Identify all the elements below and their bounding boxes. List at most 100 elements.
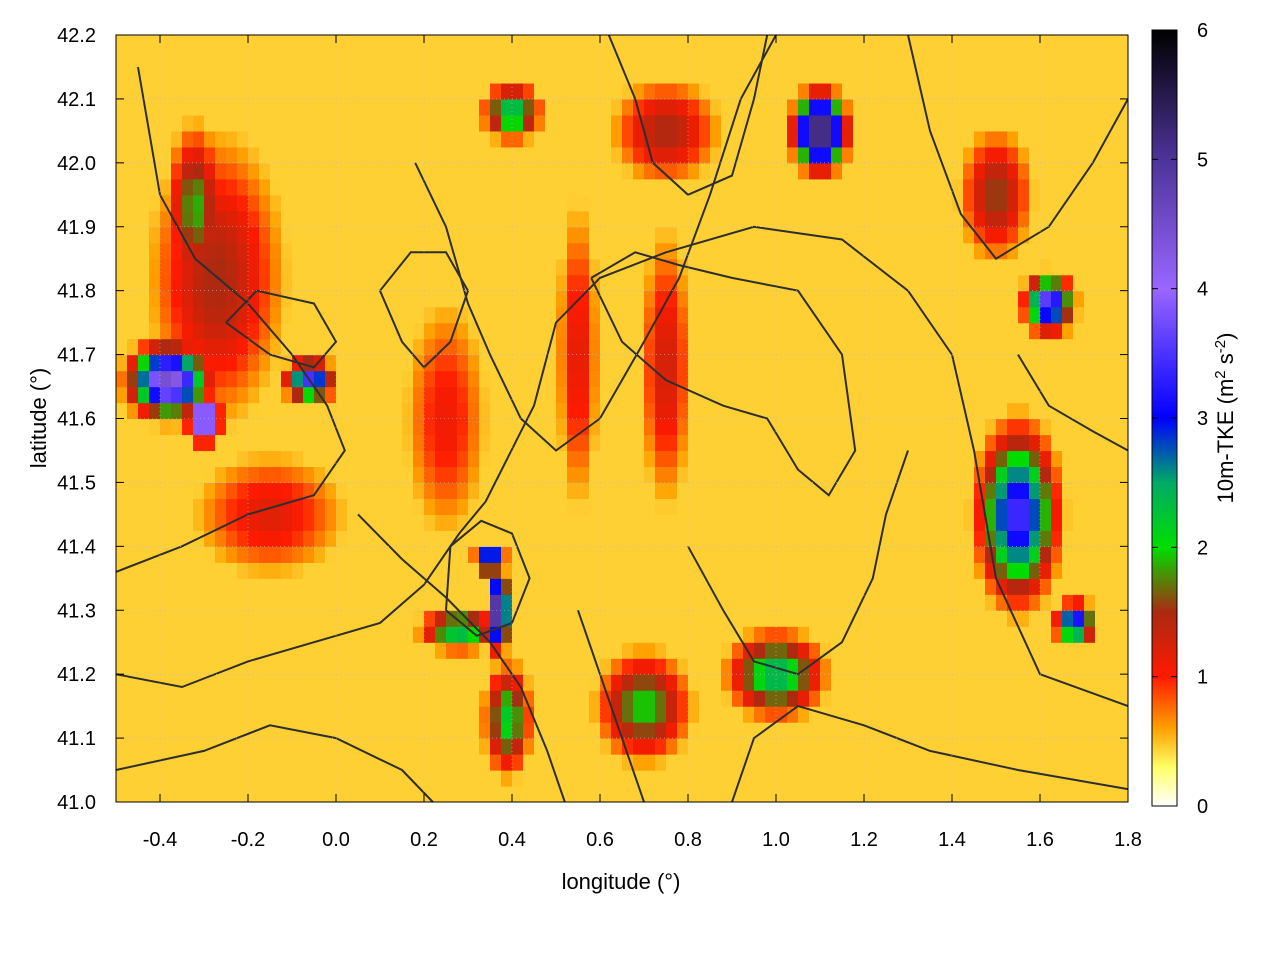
heatmap-cell (523, 402, 535, 420)
heatmap-cell (908, 386, 920, 404)
heatmap-cell (237, 786, 249, 802)
heatmap-cell (776, 594, 788, 611)
heatmap-cell (204, 498, 216, 515)
heatmap-cell (1029, 130, 1041, 148)
heatmap-cell (864, 786, 876, 802)
heatmap-cell (875, 306, 887, 324)
heatmap-cell (787, 354, 799, 372)
heatmap-cell (1117, 162, 1128, 180)
heatmap-cell (424, 514, 436, 531)
heatmap-cell (743, 402, 755, 420)
heatmap-cell (710, 354, 722, 372)
heatmap-cell (611, 642, 623, 659)
heatmap-cell (655, 130, 667, 148)
heatmap-cell (809, 674, 821, 691)
heatmap-cell (908, 642, 920, 659)
heatmap-cell (226, 338, 238, 356)
heatmap-cell (457, 258, 469, 276)
heatmap-cell (523, 562, 535, 579)
heatmap-cell (171, 194, 183, 212)
heatmap-cell (1084, 626, 1096, 643)
heatmap-cell (930, 402, 942, 420)
heatmap-cell (732, 338, 744, 356)
heatmap-cell (182, 562, 194, 579)
heatmap-cell (149, 130, 161, 148)
heatmap-cell (380, 722, 392, 739)
heatmap-cell (611, 418, 623, 436)
heatmap-cell (545, 674, 557, 691)
heatmap-cell (512, 754, 524, 771)
heatmap-cell (919, 642, 931, 659)
heatmap-cell (589, 370, 601, 388)
heatmap-cell (809, 242, 821, 260)
heatmap-cell (534, 690, 546, 707)
heatmap-cell (281, 674, 293, 691)
heatmap-cell (281, 754, 293, 771)
heatmap-cell (182, 162, 194, 180)
heatmap-cell (952, 274, 964, 292)
heatmap-cell (941, 786, 953, 802)
heatmap-cell (303, 450, 315, 468)
heatmap-cell (325, 258, 337, 276)
heatmap-cell (1018, 242, 1030, 260)
heatmap-cell (655, 450, 667, 468)
heatmap-cell (688, 210, 700, 228)
heatmap-cell (798, 306, 810, 324)
heatmap-cell (490, 530, 502, 547)
heatmap-cell (809, 130, 821, 148)
heatmap-cell (314, 50, 326, 68)
heatmap-cell (402, 578, 414, 595)
heatmap-cell (908, 754, 920, 771)
heatmap-cell (149, 210, 161, 228)
heatmap-cell (732, 386, 744, 404)
heatmap-cell (666, 418, 678, 436)
heatmap-cell (886, 466, 898, 484)
heatmap-cell (677, 402, 689, 420)
heatmap-cell (831, 162, 843, 180)
heatmap-cell (523, 35, 535, 52)
heatmap-cell (479, 66, 491, 84)
heatmap-cell (149, 66, 161, 84)
heatmap-cell (864, 738, 876, 755)
heatmap-cell (721, 258, 733, 276)
heatmap-cell (336, 114, 348, 132)
heatmap-cell (963, 514, 975, 531)
heatmap-cell (1062, 546, 1074, 563)
heatmap-cell (1117, 130, 1128, 148)
heatmap-cell (182, 434, 194, 452)
heatmap-cell (578, 658, 590, 675)
heatmap-cell (1062, 354, 1074, 372)
heatmap-cell (127, 514, 139, 531)
heatmap-cell (820, 354, 832, 372)
heatmap-cell (545, 722, 557, 739)
heatmap-cell (787, 530, 799, 547)
heatmap-cell (556, 354, 568, 372)
heatmap-cell (622, 642, 634, 659)
heatmap-cell (204, 386, 216, 404)
heatmap-cell (281, 274, 293, 292)
heatmap-cell (490, 546, 502, 563)
heatmap-cell (347, 98, 359, 116)
heatmap-cell (182, 642, 194, 659)
heatmap-cell (1117, 274, 1128, 292)
heatmap-cell (875, 178, 887, 196)
heatmap-cell (325, 35, 337, 52)
heatmap-cell (655, 370, 667, 388)
heatmap-cell (622, 418, 634, 436)
heatmap-cell (809, 66, 821, 84)
heatmap-cell (182, 98, 194, 116)
heatmap-cell (204, 130, 216, 148)
heatmap-cell (853, 130, 865, 148)
heatmap-cell (182, 738, 194, 755)
colorbar-tick-label: 3 (1197, 408, 1208, 430)
heatmap-cell (358, 82, 370, 100)
heatmap-cell (1073, 354, 1085, 372)
heatmap-cell (765, 626, 777, 643)
heatmap-cell (974, 338, 986, 356)
heatmap-cell (688, 610, 700, 627)
heatmap-cell (479, 738, 491, 755)
heatmap-cell (688, 322, 700, 340)
heatmap-cell (1095, 754, 1107, 771)
heatmap-cell (138, 482, 150, 499)
heatmap-cell (589, 242, 601, 260)
